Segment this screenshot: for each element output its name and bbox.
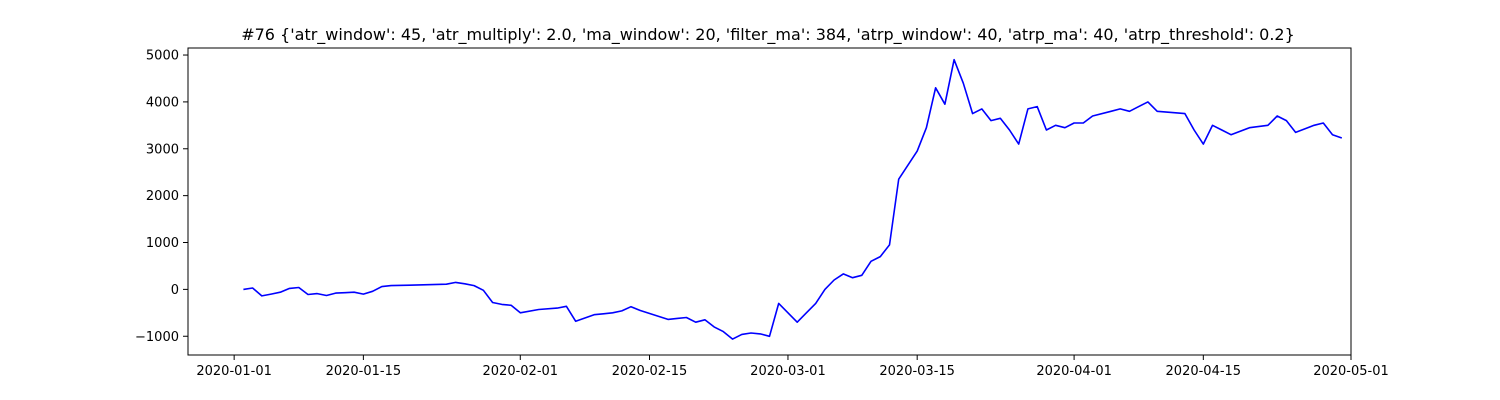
x-tick-label: 2020-01-15: [326, 364, 402, 379]
x-tick-label: 2020-04-01: [1036, 364, 1112, 379]
y-tick-label: −1000: [135, 330, 179, 345]
y-axis: −1000 0 1000 2000 3000 4000 5000: [135, 49, 188, 345]
y-tick-label: 1000: [146, 236, 179, 251]
y-tick-label: 5000: [146, 49, 179, 64]
y-tick-label: 4000: [146, 95, 179, 110]
x-tick-label: 2020-05-01: [1313, 364, 1389, 379]
y-tick-label: 0: [171, 283, 179, 298]
x-tick-label: 2020-02-15: [612, 364, 688, 379]
y-tick-label: 2000: [146, 189, 179, 204]
x-tick-label: 2020-03-15: [879, 364, 955, 379]
x-axis: 2020-01-01 2020-01-15 2020-02-01 2020-02-15…: [196, 355, 1389, 379]
x-tick-label: 2020-01-01: [196, 364, 272, 379]
x-tick-label: 2020-02-01: [483, 364, 559, 379]
plot-frame: [187, 47, 1352, 356]
x-tick-label: 2020-04-15: [1166, 364, 1242, 379]
x-tick-label: 2020-03-01: [750, 364, 826, 379]
y-tick-label: 3000: [146, 142, 179, 157]
series-line: [243, 58, 1343, 340]
chart-title: #76 {'atr_window': 45, 'atr_multiply': 2…: [241, 25, 1295, 45]
